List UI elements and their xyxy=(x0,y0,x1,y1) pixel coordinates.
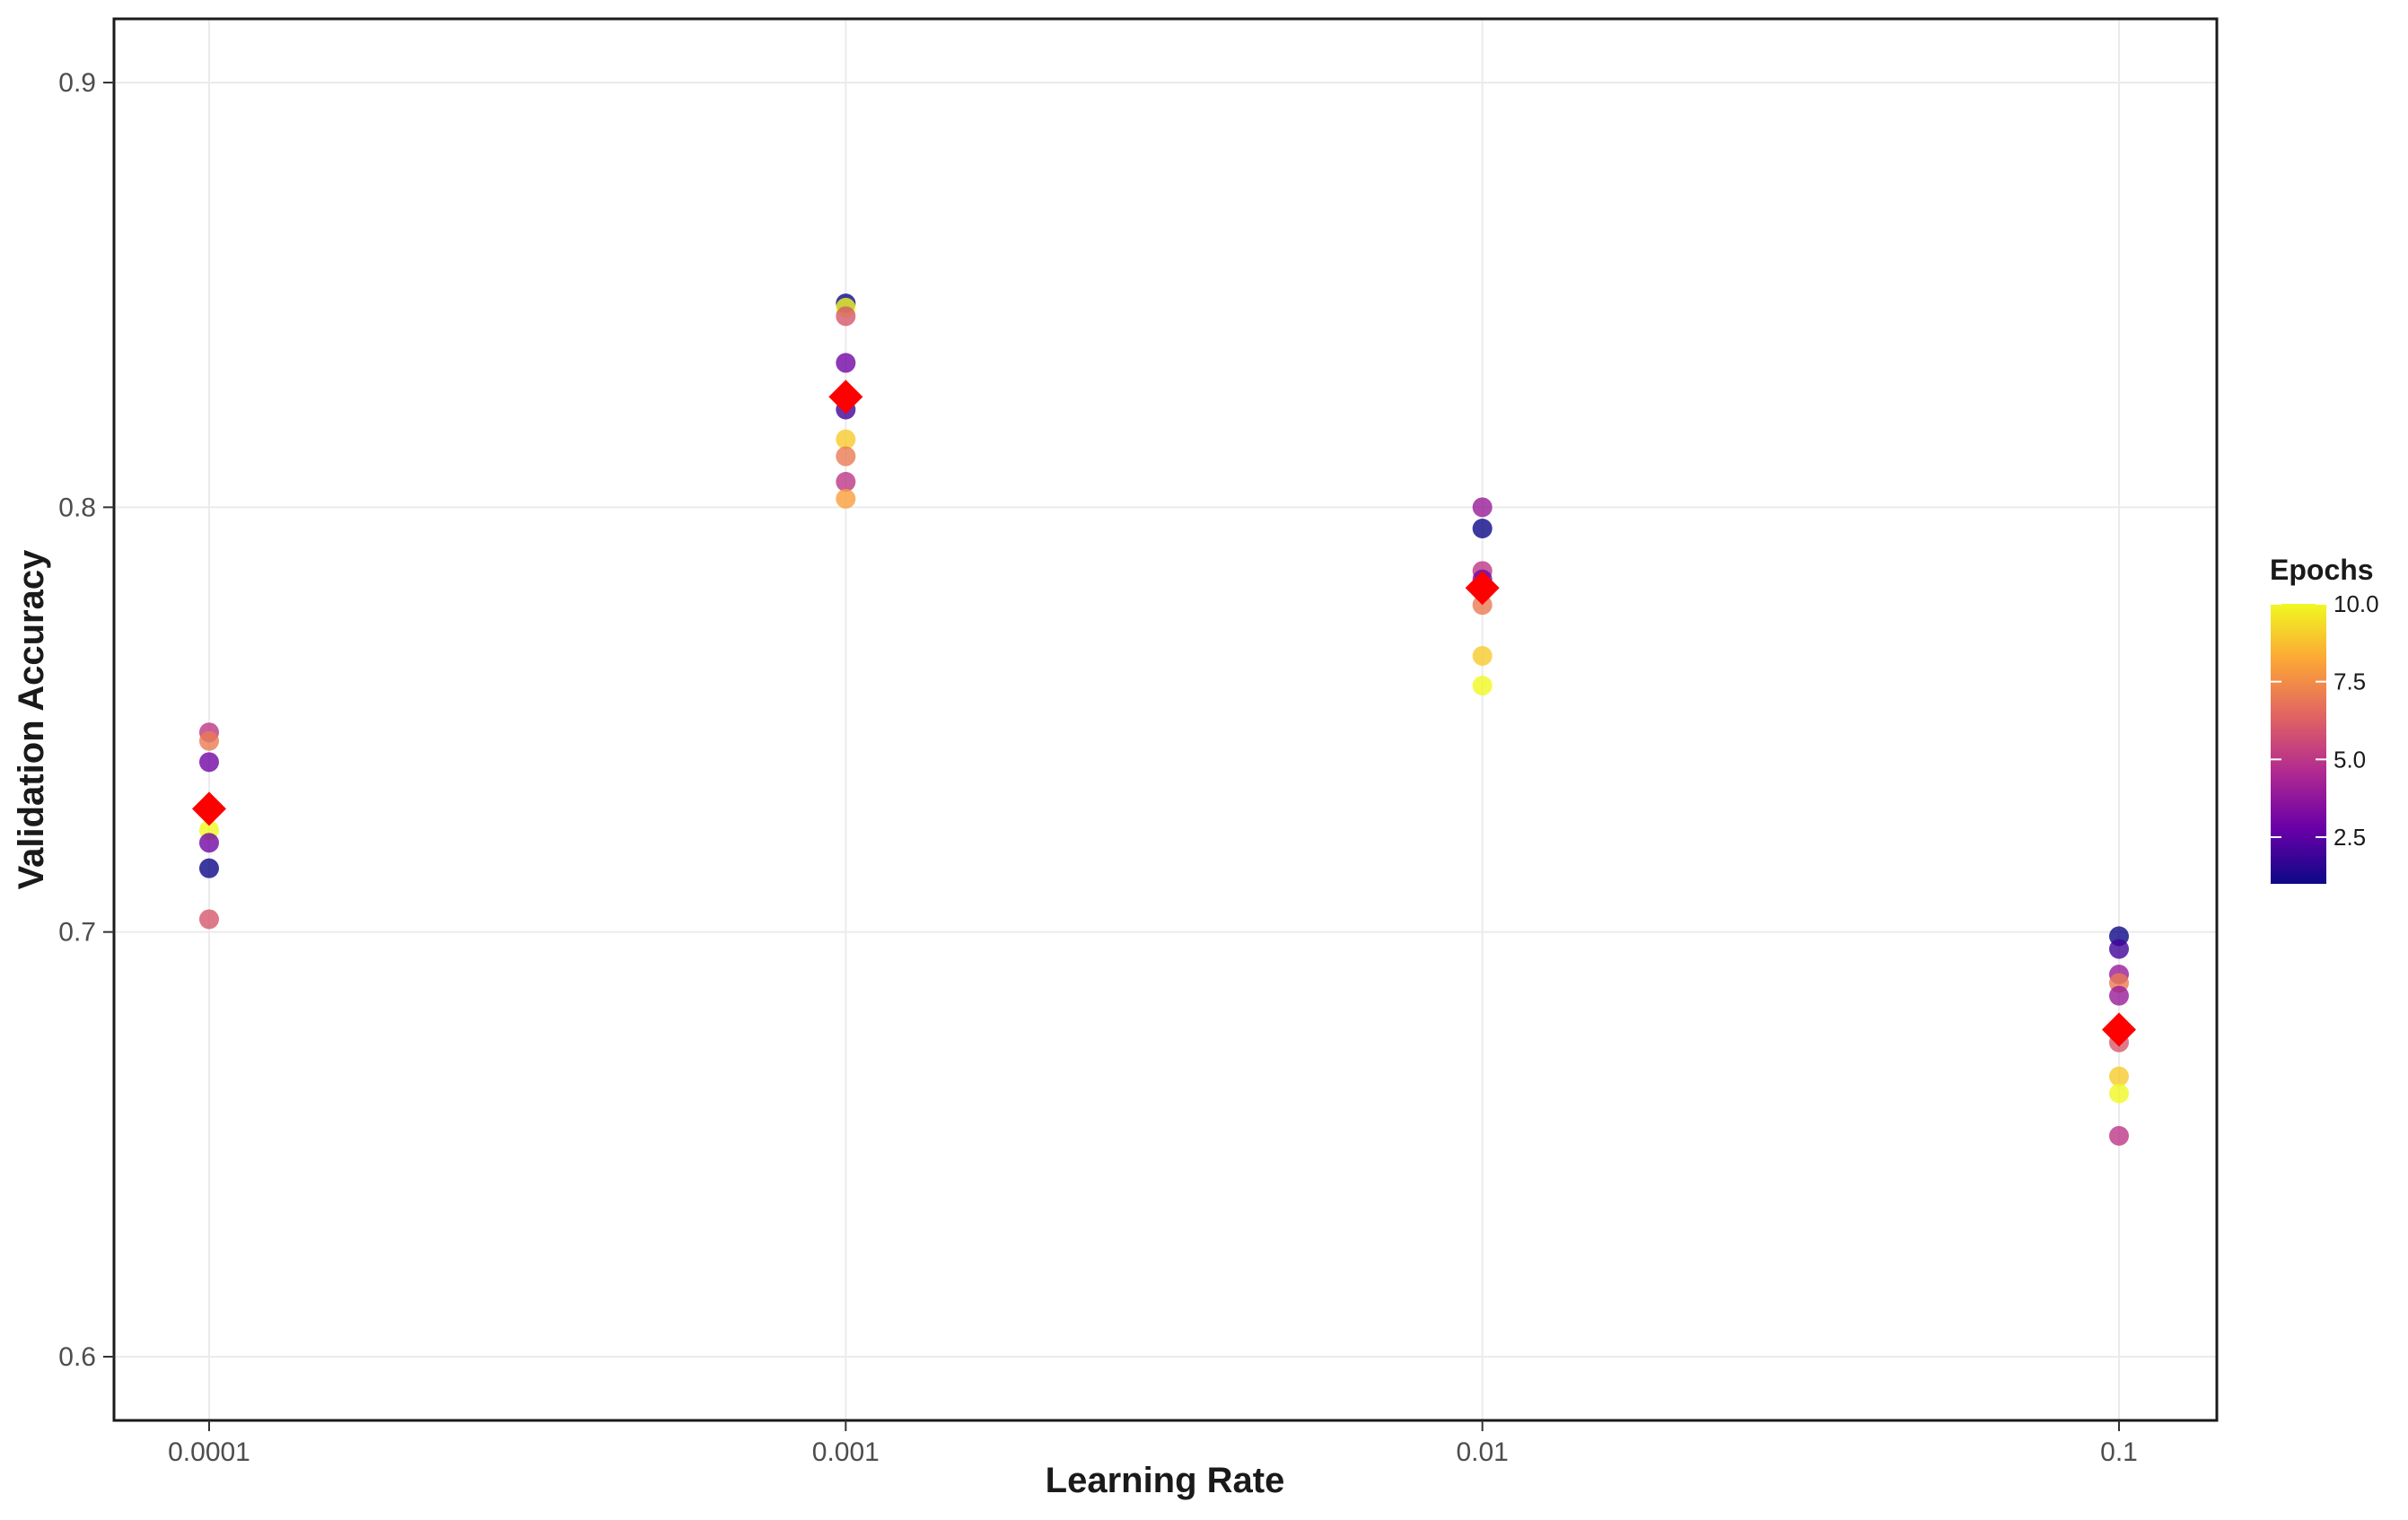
mean-marker xyxy=(828,380,863,415)
data-point xyxy=(199,833,219,853)
y-tick-label: 0.8 xyxy=(58,493,96,522)
colorbar xyxy=(2271,604,2326,884)
data-point xyxy=(2109,1066,2129,1087)
y-axis-title: Validation Accuracy xyxy=(12,549,51,889)
y-tick-label: 0.7 xyxy=(58,918,96,948)
data-point xyxy=(2109,985,2129,1006)
data-points xyxy=(199,293,2129,1146)
x-tick-label: 0.1 xyxy=(2100,1437,2138,1467)
colorbar-label: 2.5 xyxy=(2334,824,2366,851)
data-point xyxy=(836,306,856,327)
gridlines xyxy=(114,19,2217,1420)
colorbar-label: 7.5 xyxy=(2334,668,2366,695)
plot-border xyxy=(112,17,2219,1422)
y-axis: 0.6 0.7 0.8 0.9 xyxy=(58,68,114,1372)
data-point xyxy=(199,909,219,930)
mean-marker xyxy=(1465,571,1500,606)
mean-markers xyxy=(192,380,2136,1047)
x-axis-title: Learning Rate xyxy=(1046,1461,1285,1500)
x-tick-label: 0.01 xyxy=(1456,1437,1508,1467)
data-point xyxy=(1472,646,1493,666)
data-point xyxy=(199,858,219,878)
plot-background xyxy=(114,19,2217,1420)
data-point xyxy=(2109,939,2129,959)
x-tick-label: 0.001 xyxy=(812,1437,880,1467)
data-point xyxy=(836,488,856,509)
data-point xyxy=(1472,497,1493,518)
data-point xyxy=(199,752,219,773)
data-point xyxy=(836,353,856,373)
mean-marker xyxy=(192,791,226,826)
data-point xyxy=(836,446,856,467)
data-point xyxy=(836,429,856,450)
mean-marker xyxy=(2102,1012,2136,1047)
data-point xyxy=(2109,1125,2129,1146)
data-point xyxy=(836,471,856,492)
data-point xyxy=(1472,519,1493,538)
colorbar-legend: Epochs 2.5 5.0 7.5 10.0 xyxy=(2270,554,2379,884)
data-point xyxy=(2109,1083,2129,1104)
y-tick-label: 0.9 xyxy=(58,68,96,98)
colorbar-label: 5.0 xyxy=(2334,746,2366,773)
x-tick-label: 0.0001 xyxy=(168,1437,250,1467)
y-tick-label: 0.6 xyxy=(58,1342,96,1372)
colorbar-label: 10.0 xyxy=(2334,590,2379,617)
data-point xyxy=(1472,676,1493,696)
data-point xyxy=(199,730,219,751)
x-axis: 0.0001 0.001 0.01 0.1 xyxy=(168,1420,2138,1467)
legend-title: Epochs xyxy=(2270,554,2374,586)
